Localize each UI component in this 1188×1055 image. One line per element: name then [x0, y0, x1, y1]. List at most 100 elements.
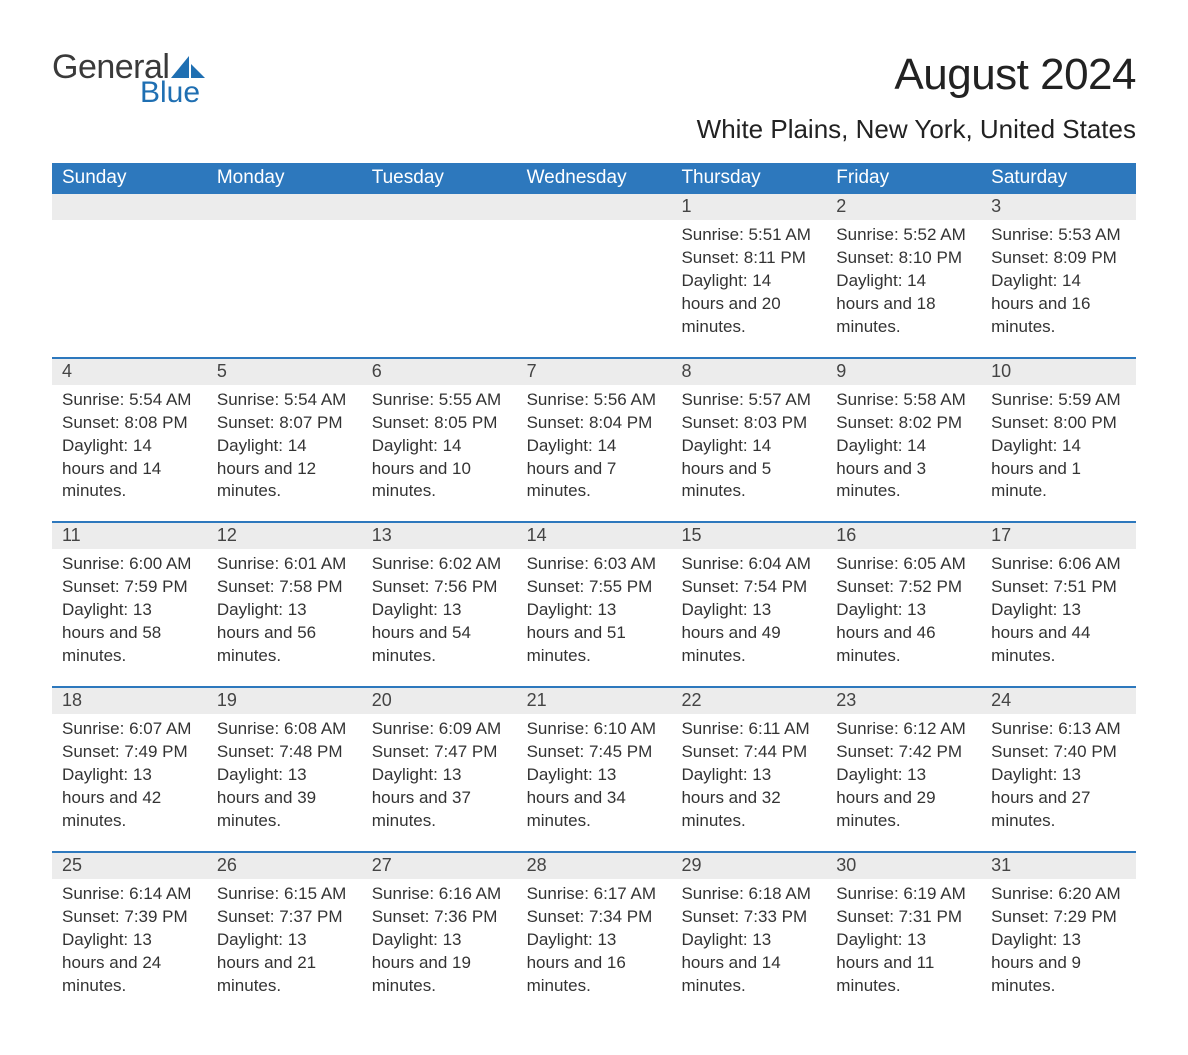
sunrise-text: Sunrise: 5:59 AM: [991, 389, 1126, 412]
daylight-text: Daylight: 13 hours and 14 minutes.: [681, 929, 816, 998]
day-number: 19: [207, 688, 362, 714]
header-row: General Blue August 2024: [52, 50, 1136, 108]
sunrise-text: Sunrise: 6:02 AM: [372, 553, 507, 576]
daylight-text: Daylight: 13 hours and 42 minutes.: [62, 764, 197, 833]
day-number: 8: [671, 359, 826, 385]
day-cell: 9Sunrise: 5:58 AMSunset: 8:02 PMDaylight…: [826, 359, 981, 522]
page-subtitle: White Plains, New York, United States: [52, 114, 1136, 145]
day-cell: 26Sunrise: 6:15 AMSunset: 7:37 PMDayligh…: [207, 853, 362, 1016]
day-cell: 14Sunrise: 6:03 AMSunset: 7:55 PMDayligh…: [517, 523, 672, 686]
day-number: 22: [671, 688, 826, 714]
day-content: Sunrise: 6:18 AMSunset: 7:33 PMDaylight:…: [671, 879, 826, 998]
day-number: 11: [52, 523, 207, 549]
day-number: 7: [517, 359, 672, 385]
day-content: Sunrise: 6:14 AMSunset: 7:39 PMDaylight:…: [52, 879, 207, 998]
daylight-text: Daylight: 14 hours and 5 minutes.: [681, 435, 816, 504]
daylight-text: Daylight: 13 hours and 29 minutes.: [836, 764, 971, 833]
daylight-text: Daylight: 14 hours and 18 minutes.: [836, 270, 971, 339]
day-number: 27: [362, 853, 517, 879]
day-cell: 28Sunrise: 6:17 AMSunset: 7:34 PMDayligh…: [517, 853, 672, 1016]
day-cell: 16Sunrise: 6:05 AMSunset: 7:52 PMDayligh…: [826, 523, 981, 686]
sunset-text: Sunset: 7:52 PM: [836, 576, 971, 599]
daylight-text: Daylight: 13 hours and 56 minutes.: [217, 599, 352, 668]
sunrise-text: Sunrise: 6:15 AM: [217, 883, 352, 906]
day-content: Sunrise: 5:53 AMSunset: 8:09 PMDaylight:…: [981, 220, 1136, 339]
sunset-text: Sunset: 7:51 PM: [991, 576, 1126, 599]
sunset-text: Sunset: 7:47 PM: [372, 741, 507, 764]
day-number: 15: [671, 523, 826, 549]
day-content: Sunrise: 5:56 AMSunset: 8:04 PMDaylight:…: [517, 385, 672, 504]
day-cell: 29Sunrise: 6:18 AMSunset: 7:33 PMDayligh…: [671, 853, 826, 1016]
day-number: [362, 194, 517, 220]
day-content: Sunrise: 6:11 AMSunset: 7:44 PMDaylight:…: [671, 714, 826, 833]
sunset-text: Sunset: 7:44 PM: [681, 741, 816, 764]
sunset-text: Sunset: 7:48 PM: [217, 741, 352, 764]
daylight-text: Daylight: 14 hours and 20 minutes.: [681, 270, 816, 339]
sunset-text: Sunset: 8:00 PM: [991, 412, 1126, 435]
sunset-text: Sunset: 7:31 PM: [836, 906, 971, 929]
daylight-text: Daylight: 14 hours and 7 minutes.: [527, 435, 662, 504]
day-cell: 1Sunrise: 5:51 AMSunset: 8:11 PMDaylight…: [671, 194, 826, 357]
sunrise-text: Sunrise: 5:51 AM: [681, 224, 816, 247]
day-content: Sunrise: 5:54 AMSunset: 8:08 PMDaylight:…: [52, 385, 207, 504]
day-content: Sunrise: 6:06 AMSunset: 7:51 PMDaylight:…: [981, 549, 1136, 668]
day-number: 6: [362, 359, 517, 385]
day-content: Sunrise: 6:04 AMSunset: 7:54 PMDaylight:…: [671, 549, 826, 668]
day-number: 1: [671, 194, 826, 220]
dow-saturday: Saturday: [981, 163, 1136, 194]
day-cell: 2Sunrise: 5:52 AMSunset: 8:10 PMDaylight…: [826, 194, 981, 357]
sunrise-text: Sunrise: 5:56 AM: [527, 389, 662, 412]
sunrise-text: Sunrise: 6:06 AM: [991, 553, 1126, 576]
week-row: 1Sunrise: 5:51 AMSunset: 8:11 PMDaylight…: [52, 194, 1136, 357]
day-number: [207, 194, 362, 220]
daylight-text: Daylight: 13 hours and 49 minutes.: [681, 599, 816, 668]
sunrise-text: Sunrise: 6:17 AM: [527, 883, 662, 906]
day-content: Sunrise: 5:57 AMSunset: 8:03 PMDaylight:…: [671, 385, 826, 504]
day-number: 4: [52, 359, 207, 385]
day-cell: 19Sunrise: 6:08 AMSunset: 7:48 PMDayligh…: [207, 688, 362, 851]
day-cell: 7Sunrise: 5:56 AMSunset: 8:04 PMDaylight…: [517, 359, 672, 522]
sunrise-text: Sunrise: 5:57 AM: [681, 389, 816, 412]
day-cell: 31Sunrise: 6:20 AMSunset: 7:29 PMDayligh…: [981, 853, 1136, 1016]
day-number: 21: [517, 688, 672, 714]
sunrise-text: Sunrise: 6:05 AM: [836, 553, 971, 576]
day-content: Sunrise: 5:54 AMSunset: 8:07 PMDaylight:…: [207, 385, 362, 504]
day-content: Sunrise: 5:55 AMSunset: 8:05 PMDaylight:…: [362, 385, 517, 504]
calendar-page: General Blue August 2024 White Plains, N…: [0, 0, 1188, 1055]
day-content: Sunrise: 5:58 AMSunset: 8:02 PMDaylight:…: [826, 385, 981, 504]
sunset-text: Sunset: 8:02 PM: [836, 412, 971, 435]
page-title: August 2024: [894, 50, 1136, 100]
day-cell: 30Sunrise: 6:19 AMSunset: 7:31 PMDayligh…: [826, 853, 981, 1016]
day-cell: 10 Sunrise: 5:59 AMSunset: 8:00 PMDayligh…: [981, 359, 1136, 522]
day-content: Sunrise: 6:05 AMSunset: 7:52 PMDaylight:…: [826, 549, 981, 668]
dow-tuesday: Tuesday: [362, 163, 517, 194]
day-cell: 20Sunrise: 6:09 AMSunset: 7:47 PMDayligh…: [362, 688, 517, 851]
weeks-container: 1Sunrise: 5:51 AMSunset: 8:11 PMDaylight…: [52, 194, 1136, 1015]
day-number: 20: [362, 688, 517, 714]
day-content: Sunrise: 6:09 AMSunset: 7:47 PMDaylight:…: [362, 714, 517, 833]
sunset-text: Sunset: 7:56 PM: [372, 576, 507, 599]
sunset-text: Sunset: 7:59 PM: [62, 576, 197, 599]
sunrise-text: Sunrise: 5:54 AM: [62, 389, 197, 412]
day-number: 2: [826, 194, 981, 220]
day-number: 12: [207, 523, 362, 549]
day-content: Sunrise: 6:00 AMSunset: 7:59 PMDaylight:…: [52, 549, 207, 668]
sunrise-text: Sunrise: 6:09 AM: [372, 718, 507, 741]
sunrise-text: Sunrise: 6:18 AM: [681, 883, 816, 906]
daylight-text: Daylight: 14 hours and 14 minutes.: [62, 435, 197, 504]
day-number: 31: [981, 853, 1136, 879]
dow-sunday: Sunday: [52, 163, 207, 194]
sunrise-text: Sunrise: 6:08 AM: [217, 718, 352, 741]
day-content: Sunrise: 6:15 AMSunset: 7:37 PMDaylight:…: [207, 879, 362, 998]
sunset-text: Sunset: 8:03 PM: [681, 412, 816, 435]
sunset-text: Sunset: 7:58 PM: [217, 576, 352, 599]
sunrise-text: Sunrise: 6:03 AM: [527, 553, 662, 576]
day-cell: 17Sunrise: 6:06 AMSunset: 7:51 PMDayligh…: [981, 523, 1136, 686]
day-number: 10: [981, 359, 1136, 385]
daylight-text: Daylight: 14 hours and 1 minute.: [991, 435, 1126, 504]
dow-friday: Friday: [826, 163, 981, 194]
daylight-text: Daylight: 14 hours and 16 minutes.: [991, 270, 1126, 339]
daylight-text: Daylight: 14 hours and 10 minutes.: [372, 435, 507, 504]
day-cell: 4Sunrise: 5:54 AMSunset: 8:08 PMDaylight…: [52, 359, 207, 522]
day-cell: 25Sunrise: 6:14 AMSunset: 7:39 PMDayligh…: [52, 853, 207, 1016]
